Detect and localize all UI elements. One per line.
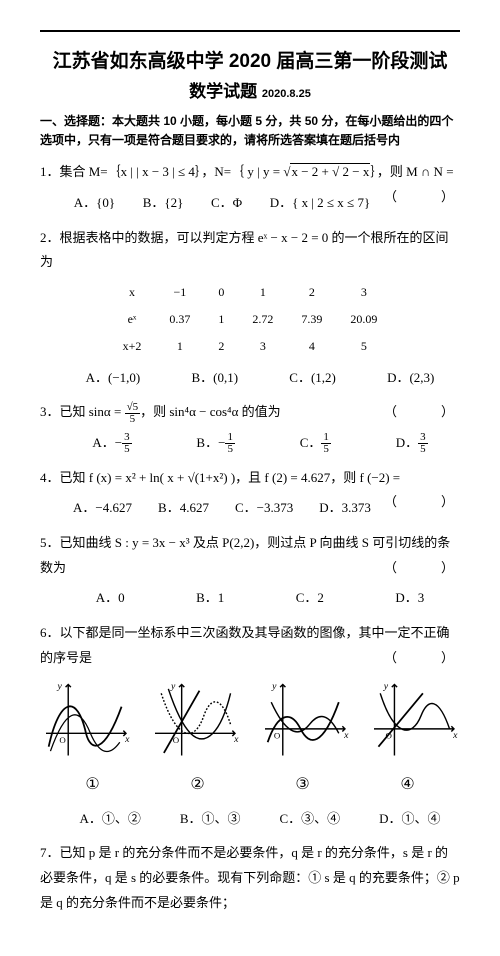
exam-date: 2020.8.25 [262,88,311,100]
q4-opt-a: A．−4.627 [73,496,132,521]
q4-opt-b: B．4.627 [158,496,209,521]
section-instructions: 一、选择题：本大题共 10 小题，每小题 5 分，共 50 分，在每小题给出的四… [40,112,460,150]
q4-opt-d: D．3.373 [319,496,371,521]
answer-bracket: （ ） [384,646,460,671]
svg-text:x: x [452,730,458,741]
q2-opt-a: A．(−1,0) [86,366,141,391]
q3-opt-b: B．−15 [196,431,235,456]
q6-figures: x y O x y O x y O x y O [40,680,460,760]
question-2: 2．根据表格中的数据，可以判定方程 eˣ − x − 2 = 0 的一个根所在的… [40,226,460,390]
q5-opt-a: A．0 [96,586,125,611]
q2-opt-c: C．(1,2) [289,366,336,391]
q2-opt-b: B．(0,1) [191,366,238,391]
question-6: 6．以下都是同一坐标系中三次函数及其导函数的图像，其中一定不正确的序号是 （ ）… [40,621,460,831]
q5-opt-d: D．3 [395,586,424,611]
question-5: 5．已知曲线 S : y = 3x − x³ 及点 P(2,2)，则过点 P 向… [40,531,460,611]
q3-opt-c: C．15 [300,431,331,456]
q1-opt-c: C．Φ [211,191,242,216]
svg-text:x: x [233,735,239,746]
q6-label-4: ④ [400,770,414,800]
q6-opt-a: A．①、② [79,807,140,832]
q6-opt-b: B．①、③ [180,807,241,832]
question-7: 7．已知 p 是 r 的充分条件而不是必要条件，q 是 r 的充分条件，s 是 … [40,841,460,915]
page-title: 江苏省如东高级中学 2020 届高三第一阶段测试 [40,46,460,73]
answer-bracket: （ ） [384,400,460,425]
answer-bracket: （ ） [384,490,460,515]
svg-text:x: x [124,735,130,746]
answer-bracket: （ ） [384,556,460,581]
svg-text:y: y [57,681,63,692]
answer-bracket: （ ） [384,185,460,210]
q5-opt-b: B．1 [196,586,224,611]
q6-fig-4: x y O [368,680,460,760]
svg-text:y: y [271,681,277,692]
q1-opt-a: A．{0} [74,191,115,216]
q3-opt-d: D．35 [396,431,428,456]
q4-opt-c: C．−3.373 [235,496,293,521]
svg-text:x: x [343,730,349,741]
q1-opt-d: D．{ x | 2 ≤ x ≤ 7} [270,191,371,216]
q2-opt-d: D．(2,3) [387,366,434,391]
q6-label-3: ③ [295,770,309,800]
q3-opt-a: A．−35 [92,431,131,456]
q6-fig-2: x y O [149,680,241,760]
svg-text:y: y [170,681,176,692]
q1-opt-b: B．{2} [143,191,184,216]
q6-fig-3: x y O [259,680,351,760]
q6-label-2: ② [190,770,204,800]
q6-opt-d: D．①、④ [379,807,440,832]
svg-text:O: O [274,731,281,741]
page-subtitle: 数学试题 2020.8.25 [40,77,460,102]
svg-text:y: y [383,681,389,692]
question-3: 3．已知 sinα = √55，则 sin⁴α − cos⁴α 的值为 （ ） … [40,400,460,455]
q6-fig-1: x y O [40,680,132,760]
q6-opt-c: C．③、④ [279,807,340,832]
question-4: 4．已知 f (x) = x² + ln( x + √(1+x²) )，且 f … [40,466,460,521]
svg-text:O: O [59,736,66,746]
q5-opt-c: C．2 [296,586,324,611]
q6-label-1: ① [85,770,99,800]
q2-data-table: x−10123 eˣ0.3712.727.3920.09 x+212345 [109,279,392,359]
question-1: 1．集合 M=｛x | | x − 3 | ≤ 4｝，N=｛ y | y = x… [40,160,460,215]
